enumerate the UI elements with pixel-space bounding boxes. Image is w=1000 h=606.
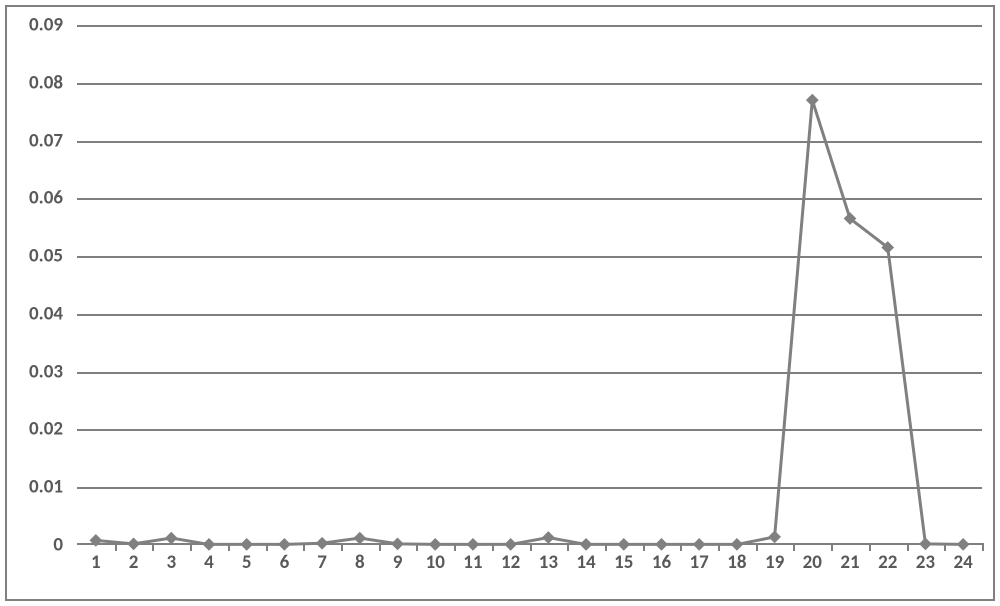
gridline bbox=[77, 25, 982, 27]
y-axis-label: 0.09 bbox=[13, 14, 63, 37]
x-tick bbox=[492, 543, 494, 551]
x-tick bbox=[944, 543, 946, 551]
x-axis-label: 13 bbox=[539, 551, 558, 574]
x-axis-label: 11 bbox=[463, 551, 482, 574]
y-axis-label: 0.02 bbox=[13, 418, 63, 441]
x-tick bbox=[152, 543, 154, 551]
x-axis-label: 17 bbox=[690, 551, 709, 574]
series-marker bbox=[165, 532, 178, 545]
x-axis-label: 7 bbox=[317, 551, 327, 574]
x-tick bbox=[756, 543, 758, 551]
x-tick bbox=[530, 543, 532, 551]
y-axis-label: 0 bbox=[13, 534, 63, 557]
series-marker bbox=[467, 538, 480, 551]
series-marker bbox=[919, 537, 932, 550]
series-marker bbox=[617, 538, 630, 551]
x-axis-label: 14 bbox=[576, 551, 595, 574]
x-axis-label: 16 bbox=[652, 551, 671, 574]
x-tick bbox=[643, 543, 645, 551]
x-axis-label: 2 bbox=[129, 551, 139, 574]
series-marker bbox=[806, 94, 819, 107]
x-tick bbox=[379, 543, 381, 551]
x-tick bbox=[190, 543, 192, 551]
y-axis-label: 0.01 bbox=[13, 476, 63, 499]
x-axis-label: 5 bbox=[242, 551, 252, 574]
gridline bbox=[77, 198, 982, 200]
x-tick bbox=[266, 543, 268, 551]
gridline bbox=[77, 314, 982, 316]
x-axis-label: 22 bbox=[878, 551, 897, 574]
x-tick bbox=[869, 543, 871, 551]
y-axis-label: 0.05 bbox=[13, 245, 63, 268]
x-axis-label: 23 bbox=[916, 551, 935, 574]
gridline bbox=[77, 487, 982, 489]
series-marker bbox=[655, 538, 668, 551]
series-marker bbox=[127, 537, 140, 550]
x-axis-label: 9 bbox=[393, 551, 403, 574]
x-axis-label: 4 bbox=[204, 551, 214, 574]
x-tick bbox=[982, 543, 984, 551]
x-tick bbox=[567, 543, 569, 551]
line-series bbox=[77, 25, 982, 543]
gridline bbox=[77, 372, 982, 374]
x-tick bbox=[115, 543, 117, 551]
series-marker bbox=[353, 532, 366, 545]
series-line bbox=[96, 100, 963, 544]
x-tick bbox=[680, 543, 682, 551]
series-marker bbox=[429, 538, 442, 551]
series-marker bbox=[278, 538, 291, 551]
gridline bbox=[77, 141, 982, 143]
gridline bbox=[77, 83, 982, 85]
chart-frame: 00.010.020.030.040.050.060.070.080.09123… bbox=[5, 5, 995, 601]
x-tick bbox=[605, 543, 607, 551]
x-tick bbox=[416, 543, 418, 551]
series-marker bbox=[768, 531, 781, 544]
x-axis-label: 10 bbox=[426, 551, 445, 574]
series-marker bbox=[203, 538, 216, 551]
x-axis-label: 8 bbox=[355, 551, 365, 574]
series-marker bbox=[542, 531, 555, 544]
x-axis-label: 12 bbox=[501, 551, 520, 574]
y-axis-label: 0.08 bbox=[13, 71, 63, 94]
x-axis-label: 15 bbox=[614, 551, 633, 574]
x-tick bbox=[831, 543, 833, 551]
plot-area bbox=[77, 25, 982, 545]
x-tick bbox=[228, 543, 230, 551]
x-axis-label: 24 bbox=[954, 551, 973, 574]
gridline bbox=[77, 429, 982, 431]
y-axis-label: 0.03 bbox=[13, 360, 63, 383]
x-axis-label: 6 bbox=[280, 551, 290, 574]
x-tick bbox=[718, 543, 720, 551]
x-axis-label: 3 bbox=[166, 551, 176, 574]
x-axis-label: 20 bbox=[803, 551, 822, 574]
x-axis-label: 19 bbox=[765, 551, 784, 574]
y-axis-label: 0.04 bbox=[13, 302, 63, 325]
y-axis-label: 0.06 bbox=[13, 187, 63, 210]
series-marker bbox=[504, 538, 517, 551]
x-axis-label: 21 bbox=[840, 551, 859, 574]
series-marker bbox=[89, 534, 102, 547]
series-marker bbox=[316, 537, 329, 550]
x-tick bbox=[341, 543, 343, 551]
x-tick bbox=[907, 543, 909, 551]
gridline bbox=[77, 256, 982, 258]
x-tick bbox=[793, 543, 795, 551]
series-marker bbox=[391, 537, 404, 550]
x-axis-label: 1 bbox=[91, 551, 101, 574]
x-tick bbox=[303, 543, 305, 551]
series-marker bbox=[240, 538, 253, 551]
y-axis-label: 0.07 bbox=[13, 129, 63, 152]
series-marker bbox=[731, 538, 744, 551]
series-marker bbox=[693, 538, 706, 551]
x-axis-label: 18 bbox=[727, 551, 746, 574]
series-marker bbox=[957, 538, 970, 551]
x-tick bbox=[454, 543, 456, 551]
series-marker bbox=[580, 538, 593, 551]
